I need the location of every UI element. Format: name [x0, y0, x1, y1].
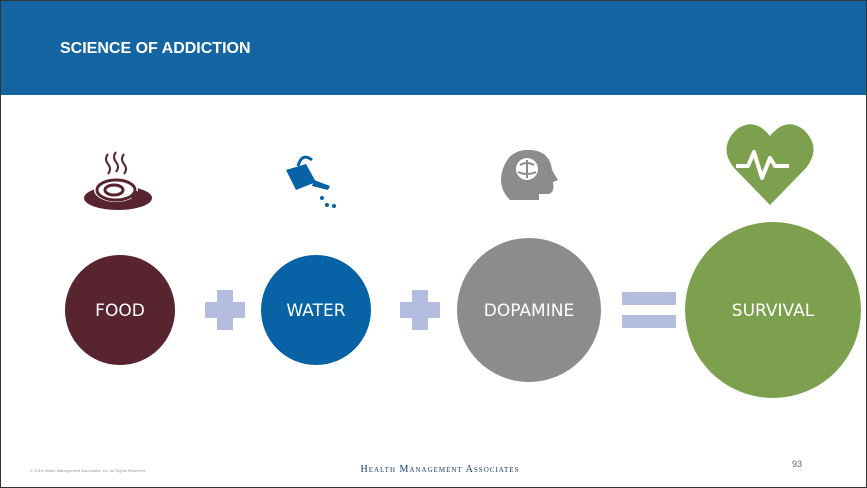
heart-icon [726, 124, 814, 205]
slide-title: SCIENCE OF ADDICTION [60, 40, 251, 57]
plus-sign [400, 290, 440, 330]
dopamine-label: DOPAMINE [484, 301, 574, 321]
head-icon [501, 149, 558, 200]
page-number: 93 [792, 459, 802, 469]
brand: Health Management Associates [361, 464, 520, 475]
header-band [1, 1, 866, 95]
water-label: WATER [286, 301, 345, 321]
copyright: © 2018 Health Management Associates, Inc… [30, 468, 146, 473]
food-circle [65, 255, 175, 365]
survival-circle [685, 222, 861, 398]
food-label: FOOD [95, 301, 145, 321]
equals-sign [622, 292, 676, 328]
survival-label: SURVIVAL [732, 301, 815, 321]
water-circle [261, 255, 371, 365]
water-icon [286, 155, 336, 208]
food-icon [84, 151, 152, 210]
dopamine-circle [457, 238, 601, 382]
plus-sign [205, 290, 245, 330]
